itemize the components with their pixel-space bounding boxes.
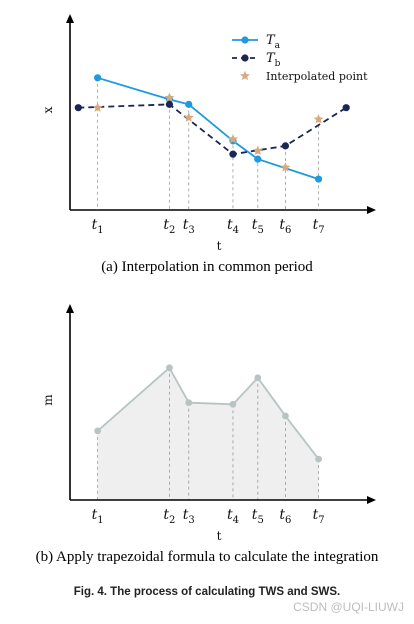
interpolated-point-0 [92, 102, 103, 112]
m-point-3 [229, 400, 237, 408]
figure-caption: Fig. 4. The process of calculating TWS a… [73, 586, 341, 598]
legend-label-2: Interpolated point [266, 70, 368, 83]
b-tick-t5: t5 [252, 507, 264, 526]
b-tick-t3: t3 [183, 507, 195, 526]
b-tick-t7: t7 [313, 507, 325, 526]
b-y-arrow-icon [66, 304, 74, 313]
a-tick-t6: t6 [279, 217, 291, 236]
interpolated-point-4 [252, 145, 263, 155]
b-tick-t4: t4 [227, 507, 239, 526]
m-point-0 [94, 427, 102, 435]
b-tick-t1: t1 [92, 507, 104, 526]
panel-a-caption: (a) Interpolation in common period [101, 259, 313, 275]
ta-point-4 [254, 155, 262, 163]
legend-label-1: Tb [266, 51, 281, 69]
chart-trapezoidal: t m t1 t2 t3 t4 t5 t6 t7 [41, 304, 376, 543]
panel-b-caption: (b) Apply trapezoidal formula to calcula… [35, 549, 379, 565]
tb-point-4 [342, 104, 350, 112]
b-x-label: t [217, 529, 222, 543]
a-tick-t4: t4 [227, 217, 239, 236]
a-x-arrow-icon [367, 206, 376, 214]
a-tick-t7: t7 [313, 217, 325, 236]
b-x-arrow-icon [367, 496, 376, 504]
interpolated-point-3 [228, 134, 238, 144]
m-point-4 [254, 374, 262, 382]
b-y-label: m [41, 394, 55, 406]
tb-point-0 [74, 104, 82, 112]
a-tick-t1: t1 [92, 217, 104, 236]
ta-point-2 [185, 100, 193, 108]
interpolated-point-6 [313, 114, 324, 124]
b-tick-t6: t6 [279, 507, 291, 526]
m-point-5 [282, 412, 289, 420]
m-point-2 [185, 399, 193, 407]
interpolated-point-2 [183, 112, 194, 122]
legend-marker-0 [241, 36, 249, 44]
interpolated-point-5 [280, 162, 291, 172]
a-tick-t2: t2 [163, 217, 175, 236]
tb-point-3 [281, 142, 290, 150]
b-tick-t2: t2 [163, 507, 175, 526]
integration-area [97, 367, 319, 500]
a-y-arrow-icon [66, 14, 74, 23]
tb-point-1 [165, 100, 174, 108]
watermark: CSDN @UQI-LIUWJ [293, 600, 404, 614]
ta-point-5 [314, 175, 323, 183]
m-point-6 [315, 455, 322, 463]
a-x-label: t [217, 239, 222, 253]
m-point-1 [166, 364, 173, 372]
legend-label-0: Ta [266, 33, 281, 51]
series-line-tb [78, 103, 347, 156]
a-tick-t5: t5 [252, 217, 264, 236]
interpolated-point-1 [164, 92, 175, 102]
tb-point-2 [229, 150, 237, 158]
a-y-label: x [41, 106, 55, 113]
series-line-ta [97, 76, 319, 180]
a-tick-t3: t3 [183, 217, 195, 236]
legend-marker-1 [241, 54, 249, 62]
ta-point-0 [94, 74, 102, 82]
legend-star-2 [240, 70, 250, 81]
